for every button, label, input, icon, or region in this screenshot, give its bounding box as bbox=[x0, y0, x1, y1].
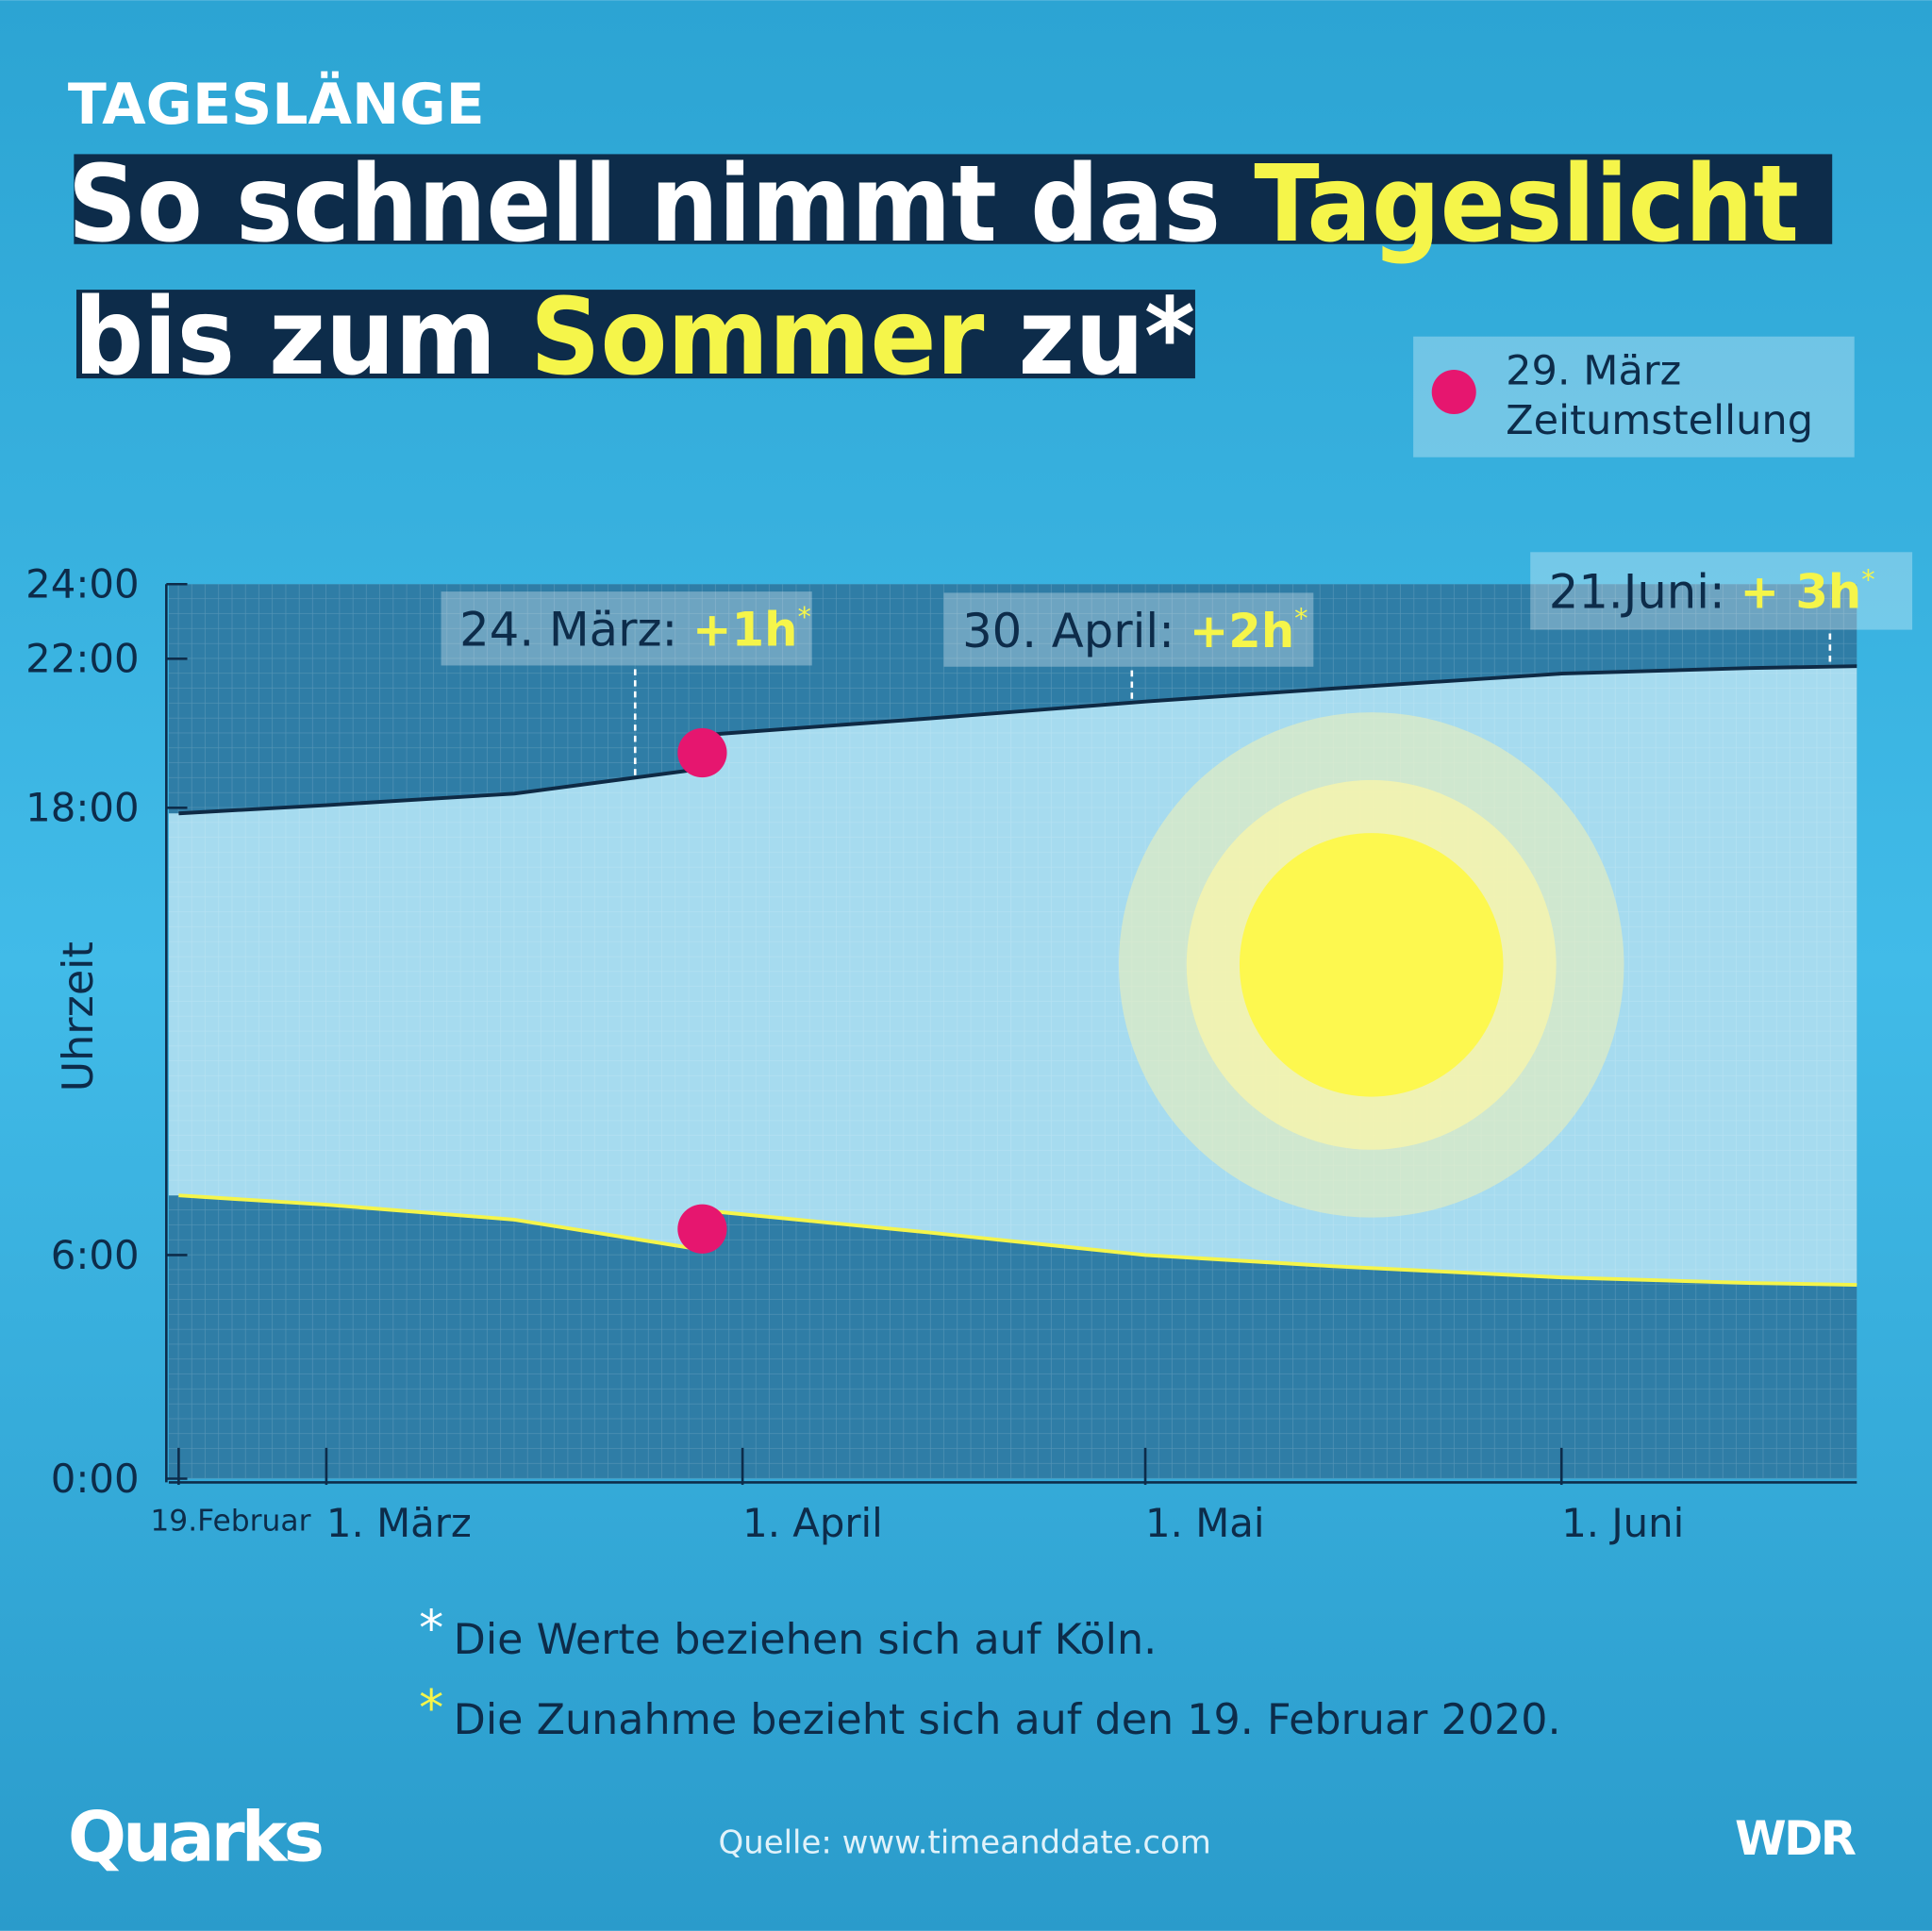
y-tick-label: 18:00 bbox=[25, 785, 139, 831]
series-line bbox=[178, 664, 1857, 816]
y-tick-label: 0:00 bbox=[51, 1456, 140, 1502]
legend-marker bbox=[1431, 369, 1476, 415]
sun bbox=[1239, 833, 1504, 1097]
x-tick-label: 1. Mai bbox=[1145, 1500, 1264, 1546]
y-axis-title: Uhrzeit bbox=[55, 941, 103, 1091]
x-tick-label: 1. April bbox=[742, 1500, 883, 1546]
x-tick-label: 19.Februar bbox=[150, 1504, 310, 1538]
headline: bis zum Sommer zu* bbox=[74, 276, 1195, 399]
headline-part: Tageslicht bbox=[1254, 143, 1799, 266]
headline-box bbox=[75, 290, 1195, 379]
dst-marker bbox=[677, 727, 727, 778]
annotation-box bbox=[943, 592, 1314, 667]
annotation-value: +2h bbox=[1190, 604, 1294, 658]
annotation: 21.Juni: + 3h* bbox=[1549, 563, 1875, 620]
annotation-star: * bbox=[1861, 563, 1874, 595]
annotation-value: + 3h bbox=[1740, 565, 1862, 620]
headline-box bbox=[74, 154, 1833, 244]
logo-quarks: Quarks bbox=[68, 1797, 323, 1877]
annotation-label: 30. April: bbox=[962, 604, 1174, 658]
x-tick-label: 1. Juni bbox=[1561, 1500, 1684, 1546]
headline-part: bis zum bbox=[74, 276, 496, 399]
headline-part: Sommer bbox=[530, 276, 985, 399]
y-tick-label: 22:00 bbox=[25, 636, 139, 682]
plot: 0:00 6:00 18:00 22:00 24:00 19.Februar 1. März… bbox=[25, 552, 1913, 1546]
annotation-label: 24. März: bbox=[459, 603, 677, 658]
dst-marker bbox=[677, 1204, 727, 1254]
annotation-box bbox=[441, 591, 812, 666]
annotation: 30. April: +2h* bbox=[962, 602, 1307, 658]
legend-label: 29. März bbox=[1506, 348, 1681, 395]
footnote: Die Werte beziehen sich auf Köln. bbox=[454, 1616, 1158, 1664]
kicker: TAGESLÄNGE bbox=[68, 70, 485, 138]
y-tick-label: 24:00 bbox=[25, 561, 139, 608]
annotation-star: * bbox=[1294, 602, 1307, 634]
annotation-box bbox=[1530, 552, 1913, 630]
headline: So schnell nimmt das Tageslicht bbox=[68, 143, 1799, 266]
footnote-mark: * bbox=[419, 1681, 443, 1738]
annotation-value: +1h bbox=[692, 603, 797, 658]
footnote: Die Zunahme bezieht sich auf den 19. Feb… bbox=[454, 1696, 1561, 1744]
source: Quelle: www.timeanddate.com bbox=[719, 1824, 1211, 1862]
legend-label: Zeitumstellung bbox=[1506, 397, 1813, 444]
annotation-label: 21.Juni: bbox=[1549, 565, 1725, 620]
series-line bbox=[178, 1193, 1857, 1288]
headline-part: So schnell nimmt das bbox=[68, 143, 1221, 266]
logo-wdr: WDR bbox=[1735, 1811, 1857, 1866]
headline-part: zu* bbox=[1018, 276, 1195, 399]
annotation: 24. März: +1h* bbox=[459, 601, 811, 658]
annotation-star: * bbox=[798, 601, 811, 633]
footnote-mark: * bbox=[419, 1601, 443, 1657]
y-tick-label: 6:00 bbox=[51, 1232, 140, 1278]
x-tick-label: 1. März bbox=[326, 1500, 472, 1546]
legend-box bbox=[1413, 336, 1855, 458]
